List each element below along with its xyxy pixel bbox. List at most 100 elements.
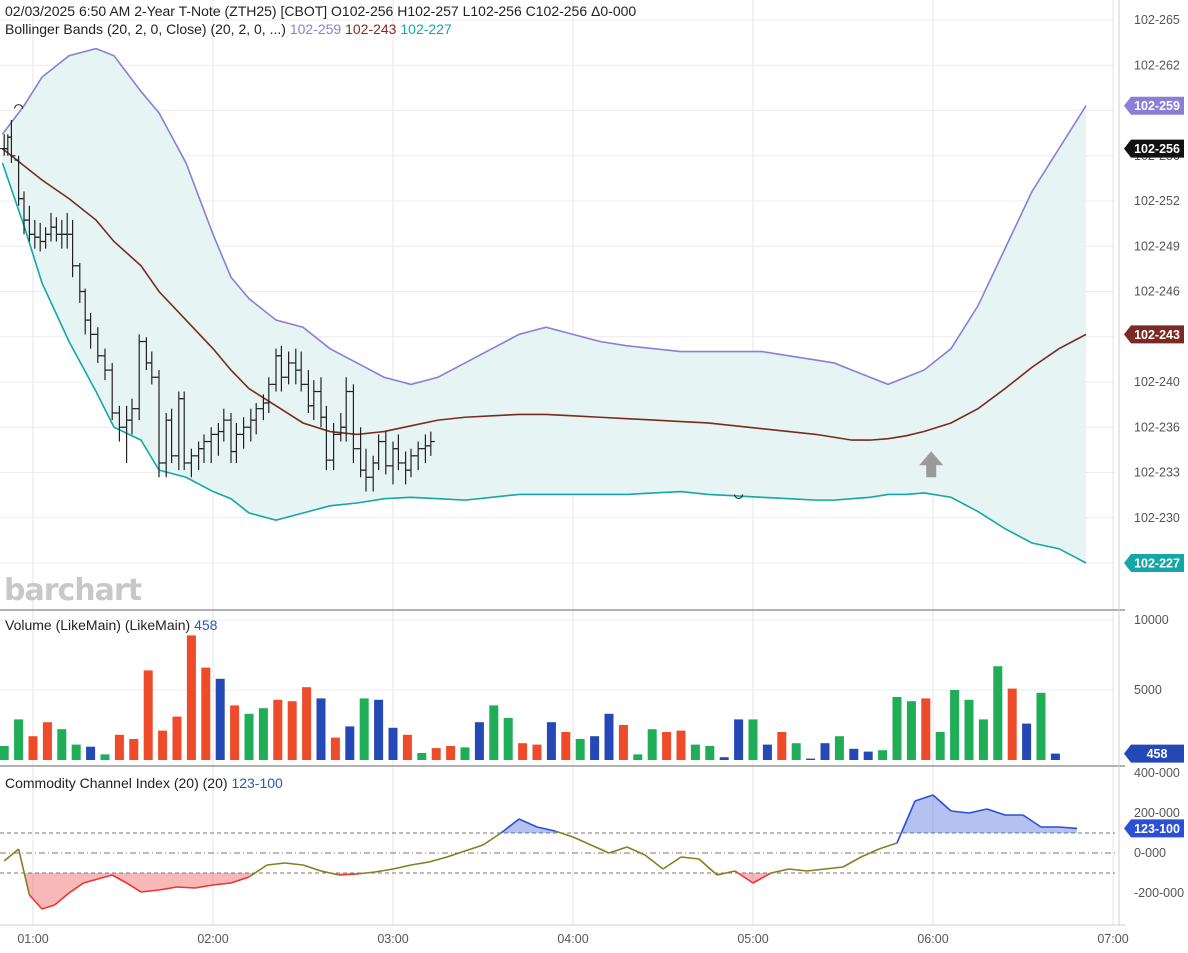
price-tick-label: 102-233 (1134, 466, 1180, 480)
volume-bar (230, 705, 240, 760)
cci-line-segment (950, 810, 970, 814)
cci-line-segment (914, 794, 934, 802)
cci-line-segment (680, 856, 700, 860)
volume-bar (446, 746, 456, 760)
cci-line-segment (212, 882, 232, 886)
cci-line-segment (644, 854, 664, 870)
volume-bar (0, 746, 9, 760)
cci-line-segment (248, 864, 268, 878)
volume-header: Volume (LikeMain) (LikeMain) 458 (5, 617, 217, 633)
volume-bar (546, 722, 556, 760)
cci-positive-area (901, 795, 1077, 833)
price-tick-label: 102-249 (1134, 239, 1180, 253)
volume-bar (950, 690, 960, 760)
cci-line-segment (464, 844, 484, 852)
volume-bar (618, 725, 628, 760)
volume-bar (302, 687, 312, 760)
bollinger-header: Bollinger Bands (20, 2, 0, Close) (20, 2… (5, 21, 452, 37)
cci-line-segment (500, 818, 520, 834)
volume-bar (374, 699, 384, 760)
volume-bar (532, 744, 542, 760)
cci-line-segment (446, 850, 466, 858)
price-header-text: 02/03/2025 6:50 AM 2-Year T-Note (ZTH25)… (5, 3, 637, 19)
volume-bar (129, 739, 139, 760)
price-header: 02/03/2025 6:50 AM 2-Year T-Note (ZTH25)… (5, 3, 636, 19)
volume-bar (647, 729, 657, 760)
volume-bar (863, 751, 873, 760)
last-price-badge-text: 102-256 (1134, 142, 1180, 156)
volume-bar (14, 719, 24, 760)
swing-high-icon (14, 104, 24, 109)
volume-bar (662, 732, 672, 760)
bollinger-label: Bollinger Bands (20, 2, 0, Close) (20, 2… (5, 21, 286, 37)
cci-line-segment (111, 874, 127, 884)
cci-label: Commodity Channel Index (20) (20) (5, 775, 228, 791)
cci-line-segment (788, 868, 808, 872)
cci-tick-label: 0-000 (1134, 846, 1166, 860)
volume-bar (42, 722, 52, 760)
volume-bar (906, 701, 916, 760)
bollinger-upper-value: 102-259 (289, 21, 342, 37)
volume-bar (417, 753, 427, 760)
cci-line-segment (518, 818, 538, 828)
volume-bar (100, 754, 110, 760)
time-tick-label: 06:00 (917, 932, 948, 946)
volume-bar (71, 744, 81, 760)
cci-line-segment (266, 862, 286, 866)
time-tick-label: 01:00 (17, 932, 48, 946)
cci-line-segment (590, 844, 610, 854)
chart-markers (14, 104, 944, 499)
volume-bar (345, 726, 355, 760)
cci-line-segment (374, 868, 394, 873)
bollinger-mid-badge-text: 102-243 (1134, 328, 1180, 342)
ohlc-bar (7, 120, 16, 163)
time-tick-label: 02:00 (197, 932, 228, 946)
volume-tick-label: 10000 (1134, 613, 1169, 627)
cci-line-segment (68, 882, 84, 894)
volume-bar (921, 698, 931, 760)
value-badges: 102-259 102-256 102-243 102-227 458 123-100 (1124, 96, 1184, 838)
cci-tick-label: -200-000 (1134, 886, 1184, 900)
cci-line-segment (17, 848, 31, 896)
volume-bar (1022, 723, 1032, 760)
volume-bar (86, 746, 96, 760)
cci-line-segment (734, 870, 754, 884)
volume-bar (316, 698, 326, 760)
cci-line-segment (28, 894, 43, 910)
barchart-logo: barchart (4, 573, 142, 608)
volume-bar (158, 730, 168, 760)
cci-line-segment (356, 871, 376, 875)
volume-bar (258, 708, 268, 760)
cci-line-segment (1022, 814, 1042, 828)
time-tick-label: 05:00 (737, 932, 768, 946)
cci-line-segment (806, 868, 826, 872)
cci-line-segment (770, 868, 790, 874)
cci-line-segment (392, 864, 412, 870)
cci-line-segment (536, 826, 556, 832)
volume-bar (28, 736, 38, 760)
cci-line-segment (482, 832, 502, 846)
ohlc-bar (426, 431, 435, 456)
volume-bar (460, 747, 470, 760)
volume-bar (1007, 688, 1017, 760)
cci-negative-area (738, 873, 771, 883)
cci-line-segment (194, 884, 214, 889)
volume-bar (690, 744, 700, 760)
cci-tick-label: 400-000 (1134, 766, 1180, 780)
cci-line-segment (698, 858, 718, 876)
volume-bar (201, 667, 211, 760)
cci-line-segment (932, 794, 952, 812)
volume-bar (849, 748, 859, 760)
bollinger-lower-badge (1124, 554, 1184, 572)
cci-line-segment (716, 870, 736, 876)
volume-bar (878, 750, 888, 760)
cci-line-segment (572, 836, 592, 846)
cci-line-segment (338, 873, 358, 876)
price-tick-label: 102-265 (1134, 13, 1180, 27)
volume-bar (388, 727, 398, 760)
cci-line-segment (824, 866, 844, 870)
volume-bar (806, 758, 816, 760)
cci-line-segment (860, 848, 880, 858)
cci-line-segment (158, 886, 178, 891)
price-tick-label: 102-230 (1134, 511, 1180, 525)
